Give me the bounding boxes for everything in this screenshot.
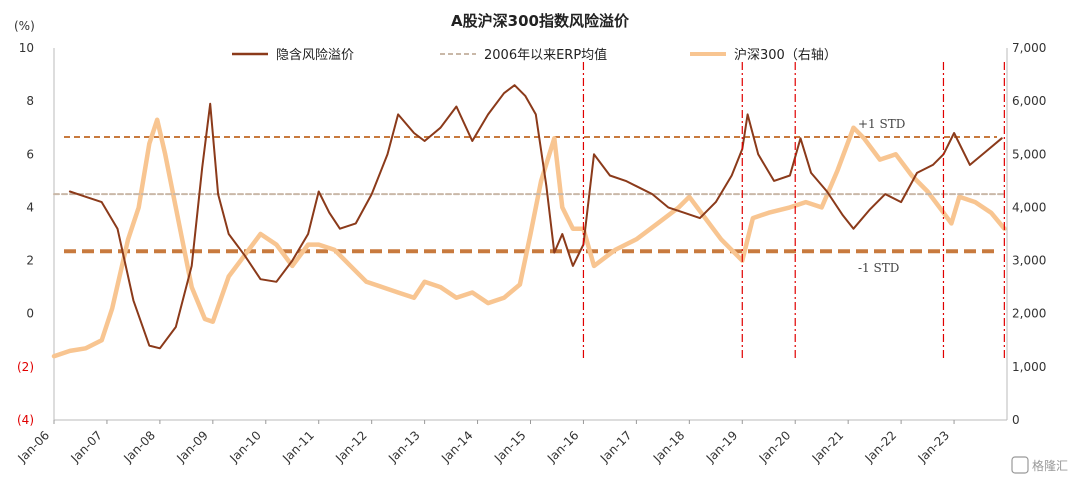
watermark-text: 格隆汇 [1032,458,1068,473]
y-right-tick-label: 7,000 [1012,41,1046,55]
legend: 隐含风险溢价 2006年以来ERP均值 沪深300（右轴） [232,47,837,63]
watermark: 格隆汇 [1011,456,1068,474]
x-tick-label: Jan-11 [279,428,317,466]
x-tick-label: Jan-19 [703,428,741,466]
chart-title: A股沪深300指数风险溢价 [451,12,630,30]
x-tick-label: Jan-09 [173,428,211,466]
y-left-tick-label: 2 [26,254,34,268]
y-right-tick-label: 4,000 [1012,200,1046,214]
y-left-tick-label: (4) [17,413,34,427]
y-left-tick-label: (2) [17,360,34,374]
y-right-tick-label: 6,000 [1012,94,1046,108]
x-tick-label: Jan-14 [438,428,476,466]
legend-label-series-1: 2006年以来ERP均值 [484,47,607,63]
std-label-plus: +1 STD [858,117,905,131]
watermark-logo-icon [1011,456,1029,474]
left-axis-unit: (%) [14,19,35,33]
std-label-minus: -1 STD [858,261,899,275]
x-tick-label: Jan-10 [226,428,264,466]
y-right-tick-label: 0 [1012,413,1020,427]
x-tick-label: Jan-12 [332,428,370,466]
legend-label-series-0: 隐含风险溢价 [276,47,354,63]
series-line-0 [68,84,1003,350]
x-tick-label: Jan-13 [385,428,423,466]
x-tick-label: Jan-06 [15,428,53,466]
x-tick-label: Jan-15 [491,428,529,466]
series-line-2 [51,117,1007,359]
x-tick-label: Jan-08 [120,428,158,466]
y-right-tick-label: 5,000 [1012,147,1046,161]
y-left-tick-label: 6 [26,147,34,161]
y-left-tick-label: 10 [19,41,34,55]
x-tick-label: Jan-20 [756,428,794,466]
x-tick-label: Jan-17 [597,428,635,466]
y-right-tick-label: 2,000 [1012,307,1046,321]
y-left-tick-label: 0 [26,307,34,321]
x-tick-label: Jan-07 [68,428,106,466]
x-tick-label: Jan-18 [650,428,688,466]
legend-label-series-2: 沪深300（右轴） [734,47,837,63]
x-tick-label: Jan-22 [862,428,900,466]
y-right-tick-label: 3,000 [1012,254,1046,268]
y-left-tick-label: 4 [26,200,34,214]
x-tick-label: Jan-21 [809,428,847,466]
y-left-tick-label: 8 [26,94,34,108]
y-right-tick-label: 1,000 [1012,360,1046,374]
x-tick-label: Jan-16 [544,428,582,466]
x-tick-label: Jan-23 [915,428,953,466]
